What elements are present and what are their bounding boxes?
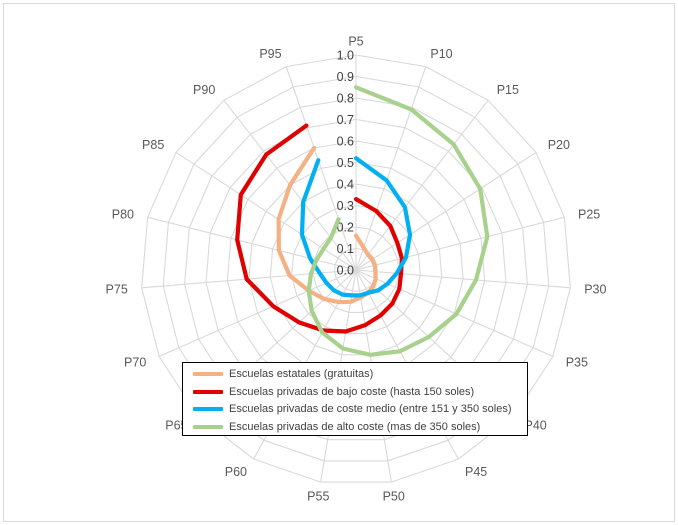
tick-label: 0.2 (337, 221, 354, 235)
legend-label: Escuelas privadas de bajo coste (hasta 1… (229, 385, 475, 398)
category-label: P15 (497, 83, 519, 97)
grid-spoke (355, 66, 427, 271)
grid-spoke (175, 151, 357, 271)
series-line-2 (235, 123, 404, 334)
tick-label: 0.4 (337, 178, 354, 192)
grid-ring (334, 247, 378, 292)
category-label: P40 (525, 419, 547, 433)
category-label: P55 (307, 489, 329, 503)
legend-item: Escuelas privadas de bajo coste (hasta 1… (193, 384, 474, 400)
grid-spoke (355, 216, 565, 271)
grid-spoke (285, 66, 357, 271)
category-label: P10 (430, 47, 452, 61)
grid-spoke (355, 99, 489, 271)
category-label: P5 (348, 35, 363, 49)
tick-label: 0.9 (337, 70, 354, 84)
category-label: P75 (106, 282, 128, 296)
category-label: P60 (225, 465, 247, 479)
grid-ring (184, 97, 528, 441)
category-label: P80 (112, 207, 134, 221)
series-line-4 (306, 85, 490, 357)
legend-item: Escuelas estatales (gratuitas) (193, 366, 373, 382)
legend-swatch (193, 407, 223, 411)
category-label: P25 (578, 207, 600, 221)
category-label: P50 (383, 489, 405, 503)
category-label: P95 (259, 47, 281, 61)
legend-label: Escuelas estatales (gratuitas) (229, 368, 374, 380)
tick-label: 1.0 (337, 49, 354, 63)
series-lines (235, 85, 490, 357)
legend-item: Escuelas privadas de coste medio (entre … (193, 401, 512, 417)
category-label: P90 (193, 83, 215, 97)
grid-ring (269, 183, 443, 356)
tick-label: 0.3 (337, 199, 354, 213)
tick-label: 0.0 (337, 264, 354, 278)
category-label: P70 (124, 356, 146, 370)
category-label: P85 (142, 138, 164, 152)
grid-spoke (158, 269, 357, 357)
tick-label: 0.7 (337, 113, 354, 127)
category-label: P35 (566, 356, 588, 370)
legend-item: Escuelas privadas de alto coste (mas de … (193, 419, 480, 435)
tick-label: 0.8 (337, 92, 354, 106)
tick-labels: 0.0 0.1 0.2 0.3 0.4 0.5 0.6 0.7 0.8 0.9 1.0 (337, 49, 354, 278)
grid-ring (312, 226, 400, 313)
grid-spoke (147, 216, 357, 271)
legend-swatch (193, 424, 223, 429)
tick-label: 0.1 (337, 242, 354, 256)
category-labels: P5 P10 P15 P20 P25 P30 P35 P40 P45 P50 P55 P60 P65 P7… (106, 35, 607, 504)
category-label: P65 (165, 419, 187, 433)
legend-swatch (193, 372, 223, 376)
grid-ring (141, 54, 571, 483)
category-label: P45 (465, 465, 487, 479)
legend-label: Escuelas privadas de coste medio (entre … (229, 403, 512, 415)
legend-swatch (193, 389, 223, 394)
series-line-3 (299, 156, 413, 298)
tick-label: 0.6 (337, 135, 354, 149)
legend-label: Escuelas privadas de alto coste (mas de … (229, 420, 481, 433)
grid-spoke (355, 151, 537, 271)
category-label: P30 (584, 282, 606, 296)
grid-ring (162, 75, 550, 462)
series-line-1 (276, 145, 378, 305)
grid-spoke (355, 269, 571, 289)
legend: Escuelas estatales (gratuitas) Escuelas p… (182, 362, 528, 436)
tick-label: 0.5 (337, 156, 354, 170)
category-label: P20 (548, 138, 570, 152)
